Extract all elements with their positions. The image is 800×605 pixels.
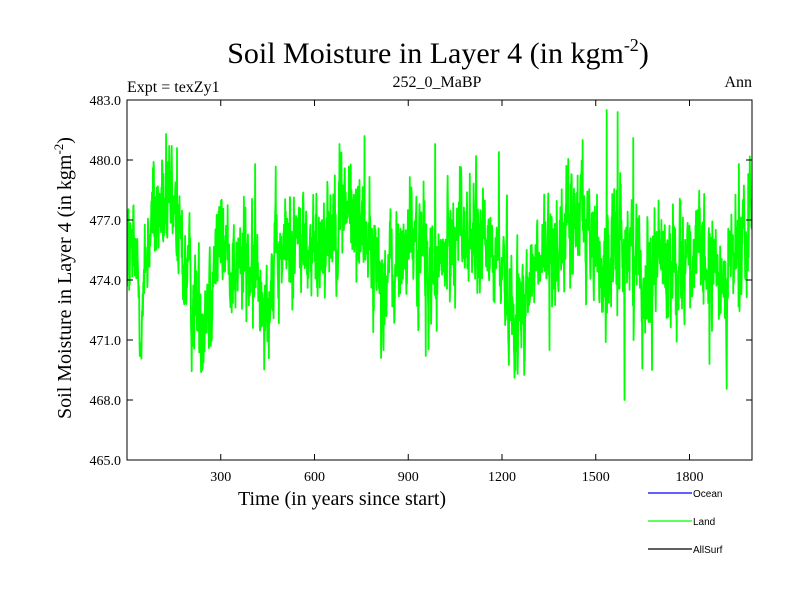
y-axis-label: Soil Moisture in Layer 4 (in kgm-2) [51, 137, 76, 419]
legend-label-ocean: Ocean [693, 489, 722, 500]
y-tick-label: 471.0 [90, 334, 122, 349]
y-tick-label: 474.0 [90, 274, 122, 289]
x-axis-label: Time (in years since start) [238, 488, 446, 510]
subtitle-season: Ann [724, 74, 752, 91]
x-tick-label: 1500 [582, 470, 610, 485]
legend-label-allsurf: AllSurf [693, 545, 723, 556]
legend-label-land: Land [693, 517, 715, 528]
x-tick-label: 600 [304, 470, 325, 485]
chart-title: Soil Moisture in Layer 4 (in kgm-2) [227, 35, 649, 70]
x-tick-label: 1200 [488, 470, 516, 485]
y-axis: 465.0 468.0 471.0 474.0 477.0 480.0 483.0 [90, 94, 752, 469]
series-layer [127, 109, 752, 401]
x-tick-label: 1800 [676, 470, 704, 485]
series-line-land [127, 109, 752, 401]
y-tick-label: 468.0 [90, 394, 122, 409]
subtitle-period: 252_0_MaBP [393, 74, 482, 91]
x-axis: 300 600 900 1200 1500 1800 [210, 100, 704, 485]
chart-title-exponent: -2 [624, 35, 639, 55]
y-tick-label: 480.0 [90, 154, 122, 169]
y-tick-label: 477.0 [90, 214, 122, 229]
subtitle-experiment: Expt = texZy1 [127, 79, 220, 96]
x-tick-label: 300 [210, 470, 231, 485]
plot-frame [126, 99, 753, 461]
legend: Ocean Land AllSurf [648, 489, 723, 556]
y-tick-label: 465.0 [90, 454, 122, 469]
y-tick-label: 483.0 [90, 94, 122, 109]
x-tick-label: 900 [398, 470, 419, 485]
y-axis-label-exponent: -2 [51, 144, 66, 155]
